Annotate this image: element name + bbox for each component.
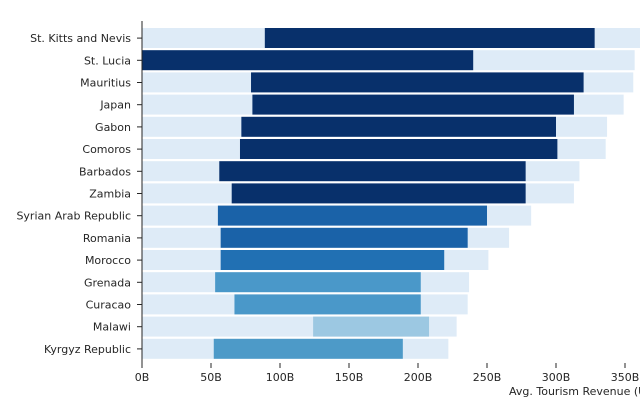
y-tick-label: Curacao: [86, 299, 132, 312]
y-tick-label: Japan: [99, 99, 131, 112]
bar: [220, 250, 445, 270]
y-tick-label: Syrian Arab Republic: [16, 210, 131, 223]
bar: [215, 272, 421, 293]
x-tick-label: 0B: [135, 371, 150, 384]
bar: [241, 116, 557, 137]
x-tick-label: 300B: [542, 371, 571, 384]
y-tick-label: Romania: [83, 232, 131, 245]
x-tick-label: 250B: [473, 371, 502, 384]
y-axis-labels: St. Kitts and Nevis St. Lucia Mauritius Jap…: [16, 32, 142, 356]
y-tick-label: Comoros: [82, 143, 131, 156]
bar: [219, 161, 526, 182]
bar: [234, 294, 421, 315]
bar: [213, 338, 403, 359]
bar: [252, 94, 574, 115]
bar: [264, 28, 595, 48]
y-tick-label: St. Kitts and Nevis: [30, 32, 131, 45]
x-tick-label: 150B: [335, 371, 364, 384]
bar: [220, 227, 468, 248]
x-tick-label: 200B: [404, 371, 433, 384]
bar: [313, 316, 430, 337]
x-axis: 0B 50B 100B 150B 200B 250B 300B 350B: [135, 363, 640, 384]
bar: [231, 183, 526, 204]
y-tick-label: Zambia: [89, 188, 131, 201]
y-tick-label: Gabon: [95, 121, 131, 134]
y-tick-label: Malawi: [93, 321, 131, 334]
bar: [217, 205, 487, 226]
bars: [142, 28, 595, 359]
bar: [251, 72, 584, 93]
x-tick-label: 350B: [611, 371, 640, 384]
y-tick-label: St. Lucia: [84, 54, 131, 67]
x-tick-label: 50B: [200, 371, 222, 384]
x-axis-title: Avg. Tourism Revenue (USD): [509, 385, 640, 398]
x-tick-label: 100B: [266, 371, 295, 384]
y-tick-label: Barbados: [79, 165, 131, 178]
y-tick-label: Kyrgyz Republic: [44, 343, 131, 356]
y-tick-label: Grenada: [84, 276, 131, 289]
bar: [239, 139, 558, 159]
y-tick-label: Mauritius: [80, 77, 131, 90]
y-tick-label: Morocco: [85, 254, 131, 267]
bar: [142, 50, 474, 71]
